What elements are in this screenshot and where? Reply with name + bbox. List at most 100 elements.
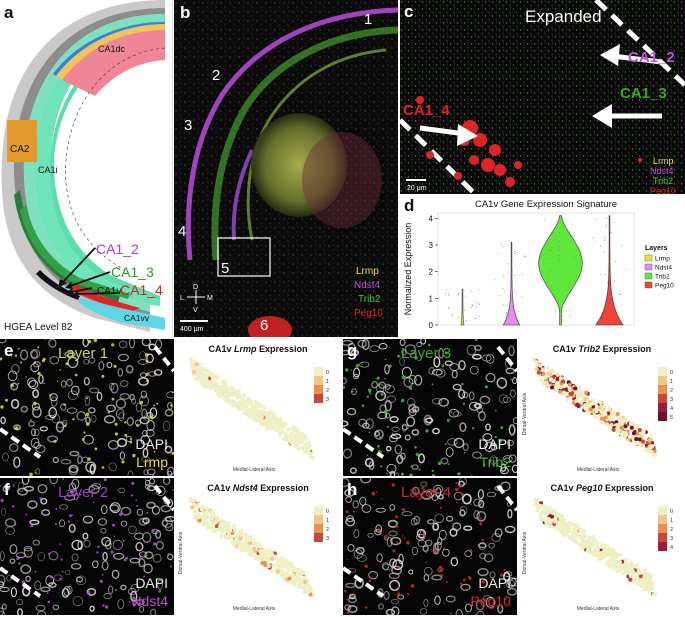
cell-dot — [544, 518, 548, 522]
legend-value: 1 — [326, 379, 329, 385]
legend-swatch — [658, 542, 667, 551]
data-point — [604, 237, 605, 238]
cell-dot — [557, 514, 561, 518]
data-point — [524, 256, 525, 257]
cell-dot — [584, 391, 588, 395]
legend-swatch — [658, 524, 667, 533]
cell-dot — [280, 556, 284, 560]
data-point — [610, 310, 611, 311]
gene-label: Trib2 — [480, 454, 511, 470]
cell-dot — [225, 391, 229, 395]
cell-dot — [560, 515, 564, 519]
legend-swatch — [658, 394, 667, 403]
region-number-3: 3 — [184, 117, 192, 134]
data-point — [607, 282, 608, 283]
panel-label-a: a — [4, 4, 13, 21]
cell-dot — [287, 427, 291, 431]
cell-dot — [204, 376, 208, 380]
cell-dot — [301, 446, 305, 450]
data-point — [574, 235, 575, 236]
legend-swatch — [314, 385, 323, 394]
legend-value: 3 — [670, 536, 673, 542]
data-point — [503, 276, 504, 277]
data-point — [449, 307, 450, 308]
legend-swatch — [658, 515, 667, 524]
panel-c: Expanded CA1_2 CA1_3 CA1_4 20 μm Lrmp Nd… — [400, 0, 685, 194]
spatial-plot-title: CA1v Lrmp Expression — [208, 344, 307, 354]
cell-dot — [203, 379, 207, 383]
cell-dot — [588, 542, 592, 546]
cell-dot — [232, 524, 236, 528]
legend-item: Ndst4 — [655, 265, 672, 272]
cell-dot — [303, 580, 307, 584]
cell-dot — [636, 425, 640, 429]
cell-dot — [611, 417, 615, 421]
cell-dot — [253, 408, 257, 412]
gene-label: Peg10 — [471, 593, 511, 609]
cell-dot — [284, 561, 288, 565]
expanded-title: Expanded — [525, 7, 602, 26]
cell-dot — [240, 542, 244, 546]
data-point — [475, 302, 476, 303]
cell-dot — [210, 516, 214, 520]
cell-dot — [615, 423, 619, 427]
region-number-4: 4 — [178, 223, 186, 240]
data-point — [614, 261, 615, 262]
cell-dot — [229, 399, 233, 403]
cell-dot — [306, 449, 310, 453]
region-number-6: 6 — [260, 317, 268, 334]
data-point — [606, 225, 607, 226]
cell-dot — [242, 393, 246, 397]
cell-dot — [546, 512, 550, 516]
cell-dot — [607, 563, 611, 567]
cell-dot — [280, 573, 284, 577]
data-point — [472, 304, 473, 305]
cell-dot — [211, 379, 215, 383]
cell-dot — [581, 539, 585, 543]
data-point — [522, 273, 523, 274]
cell-dot — [629, 565, 633, 569]
cell-dot — [578, 529, 582, 533]
cell-dot — [291, 577, 295, 581]
panel-label-b: b — [180, 4, 190, 21]
cell-dot — [535, 367, 539, 371]
data-point — [462, 291, 463, 292]
cell-dot — [578, 400, 582, 404]
spatial-expression-map: CA1v Peg10 Expression01234Medial-Lateral… — [520, 478, 685, 615]
data-point — [559, 232, 560, 233]
cell-dot — [598, 406, 602, 410]
cell-dot — [596, 546, 600, 550]
expanded-view-image: Expanded CA1_2 CA1_3 CA1_4 20 μm Lrmp Nd… — [400, 0, 685, 194]
cell-dot — [254, 399, 258, 403]
data-point — [559, 246, 560, 247]
cell-dot — [583, 407, 587, 411]
compass-medial: M — [207, 295, 213, 302]
layer-title: Layer 4 — [401, 484, 451, 501]
cell-dot — [228, 529, 232, 533]
legend-value: 0 — [326, 370, 329, 376]
cell-dot — [190, 506, 194, 510]
cell-dot — [629, 574, 633, 578]
data-point — [514, 251, 515, 252]
cell-dot — [298, 568, 302, 572]
data-point — [503, 305, 504, 306]
cell-dot — [539, 378, 543, 382]
data-point — [551, 247, 552, 248]
data-point — [554, 228, 555, 229]
region-ca1i: CA1i — [38, 165, 58, 175]
legend-value: 2 — [326, 527, 329, 533]
data-point — [448, 295, 449, 296]
cell-dot — [242, 411, 246, 415]
data-point — [546, 258, 547, 259]
y-tick-label: 1 — [429, 294, 434, 303]
cell-dot — [297, 585, 301, 589]
data-point — [519, 324, 520, 325]
spatial-expression-map: CA1v Lrmp Expression0123Medial-Lateral A… — [176, 339, 341, 476]
legend-value: 5 — [670, 415, 673, 421]
cell-dot — [262, 422, 266, 426]
cell-dot — [574, 539, 578, 543]
cell-dot — [196, 374, 200, 378]
data-point — [522, 297, 523, 298]
cell-dot — [646, 587, 650, 591]
cell-dot — [644, 448, 648, 452]
